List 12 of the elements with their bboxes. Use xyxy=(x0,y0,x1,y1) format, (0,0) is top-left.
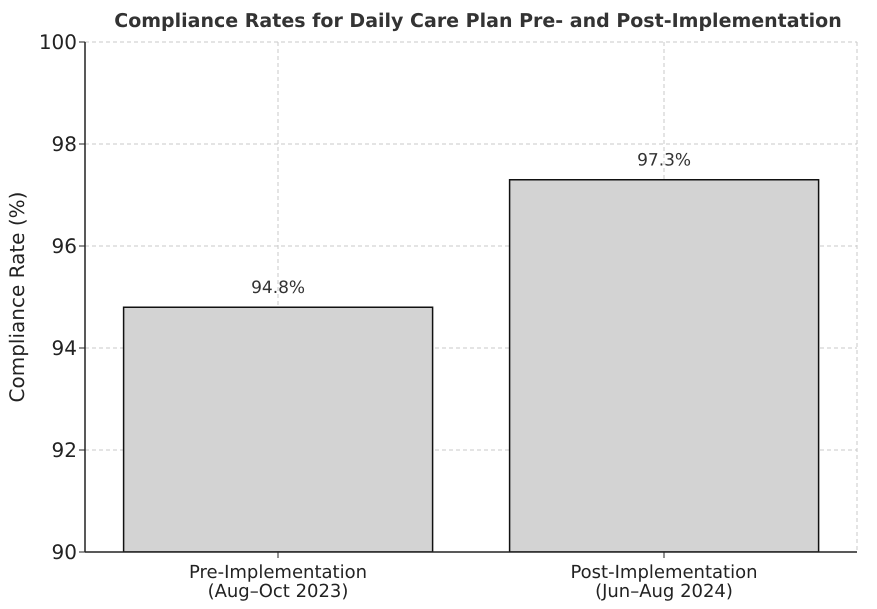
y-tick-label: 90 xyxy=(52,540,77,564)
chart-title: Compliance Rates for Daily Care Plan Pre- and Post-Implementation xyxy=(113,10,843,32)
y-axis-title: Compliance Rate (%) xyxy=(5,192,30,402)
y-tick-label: 100 xyxy=(38,30,77,54)
data-label: 97.3% xyxy=(637,150,692,171)
y-tick-label: 98 xyxy=(52,132,77,156)
y-tick-label: 92 xyxy=(52,438,77,462)
data-label: 94.8% xyxy=(251,278,306,298)
y-tick-label: 94 xyxy=(52,336,77,360)
y-tick-label: 96 xyxy=(52,234,77,258)
x-tick-label: Pre-Implementation (Aug–Oct 2023) xyxy=(188,562,368,602)
x-tick-label: Post-Implementation (Jun–Aug 2024) xyxy=(570,562,758,602)
